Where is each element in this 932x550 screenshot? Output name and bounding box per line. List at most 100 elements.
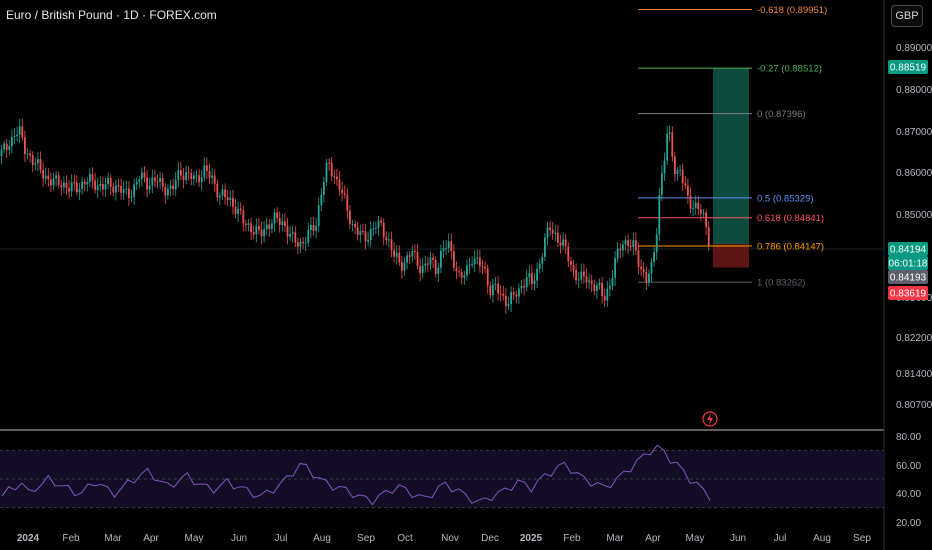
candle-body — [369, 229, 372, 240]
candle-body — [63, 182, 65, 188]
candle-body — [445, 247, 447, 249]
time-tick-label: Mar — [606, 533, 624, 544]
candle-body — [645, 271, 648, 283]
candle-body — [226, 197, 229, 201]
candle-body — [642, 269, 645, 272]
candle-body — [50, 179, 52, 186]
candle-body — [650, 262, 653, 274]
candle-body — [499, 293, 502, 295]
alert-icon-ring — [702, 411, 718, 427]
time-axis[interactable]: 2024 Feb Mar Apr May Jun Jul Aug Sep Oct Nov Dec 202… — [17, 533, 871, 544]
time-tick-label: Apr — [143, 533, 159, 544]
fib-level-label: -0.618 (0.89951) — [757, 5, 827, 16]
candle-body — [585, 276, 588, 283]
rsi-tick-label: 80.00 — [896, 432, 921, 443]
lightning-bolt-icon[interactable] — [702, 411, 718, 427]
candle-body — [200, 177, 203, 183]
candle-body — [622, 244, 624, 251]
candle-body — [401, 262, 403, 271]
candle-body — [5, 143, 8, 150]
candle-body — [177, 169, 180, 180]
price-tick-label: 0.81400 — [896, 369, 932, 380]
candle-body — [484, 267, 486, 269]
candle-body — [42, 170, 44, 179]
candle-body — [424, 263, 427, 266]
price-tick-label: 0.80700 — [896, 400, 932, 411]
candle-body — [554, 232, 557, 234]
candle-body — [349, 210, 351, 225]
fib-retracement[interactable]: -0.618 (0.89951) -0.27 (0.88512) 0 (0.8739… — [638, 5, 827, 289]
candle-body — [694, 202, 697, 209]
currency-button[interactable]: GBP — [891, 5, 923, 27]
candle-body — [557, 232, 559, 243]
candle-body — [208, 171, 211, 178]
candle-body — [375, 227, 377, 229]
candle-body — [83, 181, 86, 185]
candle-body — [455, 267, 458, 272]
candle-body — [414, 251, 416, 253]
candle-body — [601, 282, 603, 297]
candle-body — [37, 159, 39, 164]
candle-body — [629, 245, 632, 248]
candle-body — [234, 206, 237, 214]
candle-body — [624, 240, 627, 245]
candle-body — [291, 232, 294, 234]
candle-body — [367, 239, 369, 242]
candle-body — [416, 251, 419, 267]
candle-body — [497, 283, 499, 294]
candle-body — [648, 273, 650, 283]
candle-body — [668, 132, 671, 134]
fib-level-label: 0.618 (0.84841) — [757, 213, 824, 224]
candle-body — [541, 256, 544, 264]
candle-body — [302, 241, 304, 244]
candle-body — [520, 285, 523, 289]
candle-body — [143, 172, 146, 178]
candle-body — [156, 181, 159, 183]
candle-body — [0, 149, 3, 157]
candle-body — [263, 229, 265, 237]
candle-body — [479, 257, 481, 267]
fib-level-label: 0.786 (0.84147) — [757, 242, 824, 253]
candle-body — [24, 137, 26, 154]
candle-body — [276, 212, 278, 218]
candle-body — [294, 232, 297, 243]
candle-body — [466, 265, 468, 276]
candle-body — [382, 222, 385, 238]
stop-price-tag: 0.83619 — [890, 289, 927, 300]
candle-body — [544, 237, 546, 257]
countdown-tag: 06:01:18 — [889, 259, 928, 270]
candle-body — [385, 237, 388, 241]
long-position-tool[interactable] — [713, 67, 749, 268]
candle-body — [661, 173, 663, 195]
candle-body — [671, 132, 674, 157]
candle-body — [13, 136, 16, 138]
candle-body — [135, 181, 138, 185]
bid-price-tag-bg — [888, 270, 928, 284]
candlestick-series — [0, 118, 710, 315]
target-price-tag-bg — [888, 60, 928, 74]
candle-body — [429, 257, 432, 265]
candle-body — [702, 212, 705, 214]
candle-body — [86, 181, 89, 185]
candle-body — [492, 284, 494, 296]
candle-body — [11, 136, 13, 147]
candle-body — [29, 153, 31, 156]
candle-body — [388, 239, 390, 241]
candle-body — [583, 271, 585, 277]
candle-body — [172, 185, 174, 190]
candle-body — [258, 226, 260, 230]
candle-body — [440, 251, 442, 268]
candle-body — [315, 225, 317, 231]
candle-body — [486, 268, 489, 286]
candle-body — [588, 280, 590, 283]
candle-body — [219, 195, 221, 198]
position-profit-zone — [713, 67, 749, 245]
candle-body — [611, 277, 614, 286]
candle-body — [18, 126, 21, 135]
time-tick-label: 2025 — [520, 533, 543, 544]
candle-body — [146, 177, 148, 190]
candle-body — [96, 185, 99, 191]
candle-body — [247, 223, 250, 226]
candle-body — [679, 169, 681, 171]
